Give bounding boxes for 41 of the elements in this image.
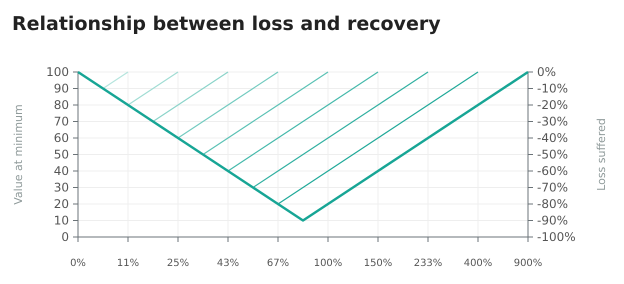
y-tick-label: 90 <box>54 81 69 96</box>
y-tick-label: 50 <box>54 147 69 162</box>
x-tick-label: 150% <box>364 258 392 270</box>
x-tick-label: 67% <box>266 258 290 270</box>
y2-tick-label: -90% <box>537 213 568 228</box>
line-series <box>76 70 530 222</box>
y2-tick-label: -50% <box>537 147 568 162</box>
y2-tick-label: -20% <box>537 98 568 112</box>
x-tick-label: 0% <box>70 258 86 270</box>
y2-tick-label: -70% <box>537 180 568 194</box>
y-tick-label: 100 <box>46 64 69 79</box>
y-tick-label: 70 <box>54 114 69 128</box>
line-series <box>152 71 229 122</box>
x-tick-label: 233% <box>414 258 442 270</box>
y-axis-title: Value at minimum <box>12 104 25 205</box>
y2-tick-label: -60% <box>537 164 568 178</box>
x-tick-label: 900% <box>514 258 542 270</box>
y-tick-label: 80 <box>54 98 69 112</box>
x-tick-label: 400% <box>464 258 492 270</box>
y2-tick-label: -40% <box>537 130 568 145</box>
line-series <box>177 71 279 139</box>
y-tick-label: 20 <box>54 196 69 211</box>
y-tick-label: 60 <box>54 130 69 145</box>
y2-tick-label: 0% <box>537 64 556 79</box>
x-tick-label: 11% <box>116 258 140 270</box>
x-tick-label: 25% <box>166 258 190 270</box>
x-tick-label: 43% <box>216 258 240 270</box>
line-series <box>227 71 379 172</box>
y-tick-label: 30 <box>54 180 69 194</box>
y2-tick-label: -100% <box>537 230 576 244</box>
y2-tick-label: -80% <box>537 196 568 211</box>
y2-axis-title: Loss suffered <box>595 118 608 191</box>
y-tick-label: 10 <box>54 213 69 228</box>
line-series <box>202 71 329 156</box>
y2-tick-label: -10% <box>537 81 568 96</box>
chart-title: Relationship between loss and recovery <box>12 13 442 35</box>
line-series <box>252 71 429 188</box>
y2-tick-label: -30% <box>537 114 568 128</box>
y-tick-label: 0 <box>61 230 69 244</box>
y-tick-label: 40 <box>54 164 69 178</box>
x-tick-label: 100% <box>314 258 342 270</box>
